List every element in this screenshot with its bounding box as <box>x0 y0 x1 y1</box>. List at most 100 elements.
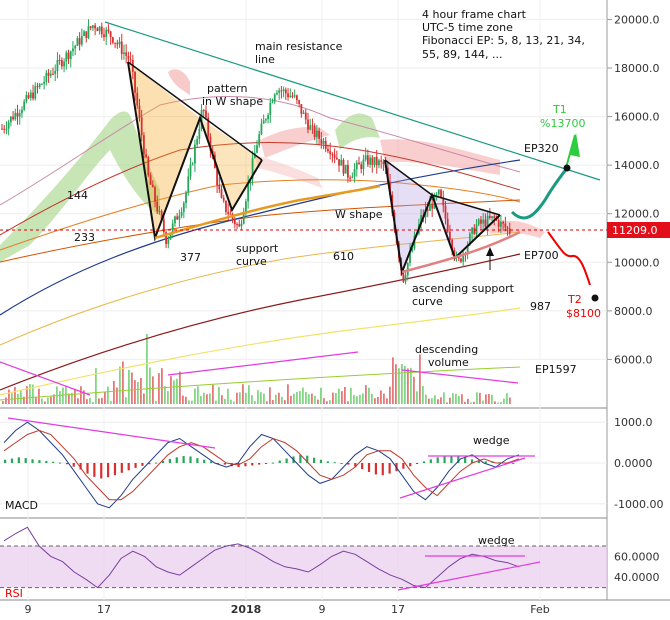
candle-body <box>442 197 445 206</box>
volume-bar <box>164 386 166 404</box>
candle-body <box>338 159 340 166</box>
volume-bar <box>395 364 397 404</box>
volume-bar <box>125 397 127 404</box>
macd-hist-bar <box>10 458 14 463</box>
volume-bar <box>440 397 442 404</box>
candle-body <box>380 160 383 162</box>
candle-body <box>347 164 349 178</box>
candle-body <box>262 120 265 124</box>
candle-body <box>218 185 221 190</box>
volume-bar <box>179 371 181 404</box>
volume-bar <box>476 392 478 404</box>
candle-body <box>482 219 485 224</box>
candle-body <box>375 156 378 166</box>
price-tick-label: 10000.0 <box>614 256 660 269</box>
volume-bar <box>356 396 358 404</box>
volume-bar <box>506 393 508 404</box>
candle-body <box>342 159 345 174</box>
candle-body <box>444 205 447 219</box>
support-curve <box>154 184 381 240</box>
timeframe-note-3: Fibonacci EP: 5, 8, 13, 21, 34, <box>422 34 585 47</box>
volume-bar <box>248 385 250 404</box>
candle-body <box>202 110 205 112</box>
volume-bar <box>218 386 220 404</box>
volume-bar <box>293 393 295 404</box>
volume-bar <box>5 397 7 404</box>
macd-hist-bar <box>278 460 281 463</box>
candle-body <box>500 221 502 227</box>
volume-bar <box>410 367 412 404</box>
macd-hist-bar <box>326 461 329 463</box>
macd-hist-bar <box>402 463 405 469</box>
time-tick-label: 17 <box>391 603 405 616</box>
candle-body <box>327 148 329 152</box>
volume-bar <box>359 394 361 404</box>
volume-bar <box>140 378 142 404</box>
candle-body <box>364 155 367 160</box>
volume-bar <box>257 390 259 404</box>
candle-body <box>287 93 289 98</box>
candle-body <box>382 161 385 165</box>
volume-bar <box>167 391 169 404</box>
candle-body <box>216 167 218 186</box>
rsi-band <box>0 546 607 588</box>
ma-377-label: 377 <box>180 251 201 264</box>
candle-body <box>502 221 505 224</box>
volume-bar <box>362 393 364 404</box>
volume-bar <box>455 393 457 404</box>
volume-bar <box>110 401 112 404</box>
candle-body <box>118 41 121 45</box>
candle-body <box>138 105 141 118</box>
candle-body <box>304 112 307 120</box>
candle-body <box>276 92 278 95</box>
volume-bar <box>425 394 427 404</box>
volume-bar <box>194 388 196 404</box>
macd-hist-bar <box>100 463 103 479</box>
volume-bar <box>50 396 52 404</box>
macd-hist-bar <box>45 460 48 463</box>
resistance-label-1: main resistance <box>255 40 343 53</box>
volume-bar <box>449 397 451 404</box>
descending-volume-label-2: volume <box>428 356 469 369</box>
volume-bar <box>26 386 28 404</box>
volume-bar <box>146 334 148 404</box>
macd-hist-bar <box>113 463 117 476</box>
resistance-label-2: line <box>255 53 275 66</box>
candle-body <box>34 86 37 99</box>
volume-bar <box>296 392 298 404</box>
candle-body <box>151 184 154 188</box>
volume-bar <box>35 396 37 404</box>
volume-bar <box>68 393 70 404</box>
macd-hist-bar <box>182 456 185 463</box>
volume-bar <box>302 387 304 404</box>
volume-bar <box>314 395 316 404</box>
volume-bar <box>398 368 400 404</box>
macd-hist-bar <box>251 463 254 466</box>
candle-body <box>63 61 65 67</box>
candle-body <box>267 114 269 120</box>
candle-body <box>123 52 125 55</box>
macd-histogram <box>4 454 515 479</box>
candle-body <box>242 212 245 224</box>
volume-bar <box>134 380 136 404</box>
candle-body <box>9 116 12 123</box>
candle-body <box>114 42 116 44</box>
volume-bar <box>185 396 187 404</box>
candle-body <box>36 86 39 88</box>
ascending-support-curve <box>401 230 521 274</box>
t2-value: $8100 <box>566 307 601 320</box>
macd-hist-bar <box>79 463 82 470</box>
time-tick-label: 17 <box>97 603 111 616</box>
volume-bar <box>287 384 289 404</box>
t1-label: T1 <box>552 103 567 116</box>
candle-body <box>12 116 14 120</box>
candle-body <box>329 151 332 155</box>
candle-body <box>271 101 274 103</box>
volume-bar <box>161 368 163 404</box>
macd-hist-bar <box>313 457 316 463</box>
volume-bar <box>308 394 310 404</box>
volume-bar <box>59 391 61 404</box>
candle-body <box>233 218 236 225</box>
candle-body <box>236 224 238 226</box>
